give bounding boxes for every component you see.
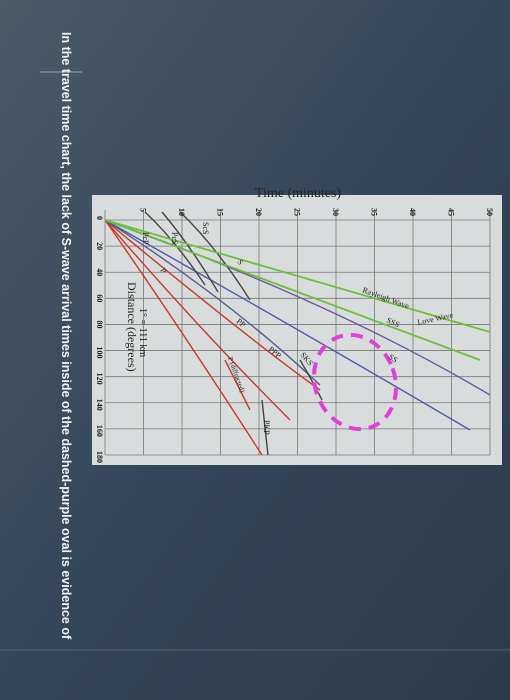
curve-p-diffracted xyxy=(224,359,251,411)
time-tick-label: 35 xyxy=(370,208,379,216)
tick-labels: 5 10 15 20 25 30 35 40 45 50 0 20 40 60 80 100 120 140 160… xyxy=(95,208,494,463)
curve-pcp xyxy=(144,211,206,286)
distance-tick-label: 160 xyxy=(95,425,104,437)
phase-label: S xyxy=(235,258,245,267)
curve-scs xyxy=(179,211,251,301)
phase-label: PcP xyxy=(141,232,150,245)
phase-label: P xyxy=(158,267,168,276)
curve-pkp xyxy=(261,399,269,456)
axis-label: Distance (degrees) xyxy=(125,282,139,372)
distance-tick-label: 0 xyxy=(95,216,104,220)
figure: Time (minutes) Distance (degrees) 1° = 1… xyxy=(92,186,502,465)
time-tick-label: 30 xyxy=(331,208,340,216)
time-tick-label: 25 xyxy=(293,208,302,216)
question-text: In the travel time chart, the lack of S-… xyxy=(59,32,73,640)
time-tick-label: 15 xyxy=(216,208,225,216)
curve-s xyxy=(104,219,321,386)
distance-tick-label: 120 xyxy=(95,373,104,385)
curves xyxy=(104,211,491,456)
distance-tick-label: 140 xyxy=(95,399,104,411)
distance-tick-label: 180 xyxy=(95,451,104,463)
distance-tick-label: 20 xyxy=(95,242,104,250)
time-tick-label: 20 xyxy=(254,208,263,216)
figure-title: Time (minutes) xyxy=(255,186,342,201)
curve-ss xyxy=(104,219,471,431)
phase-label: SS xyxy=(387,352,399,364)
time-tick-label: 45 xyxy=(447,208,456,216)
time-tick-label: 40 xyxy=(408,208,417,216)
curve-love xyxy=(104,219,491,333)
distance-tick-label: 40 xyxy=(95,268,104,276)
distance-tick-label: 60 xyxy=(95,294,104,302)
time-tick-label: 5 xyxy=(139,208,148,212)
curve-pp xyxy=(104,219,291,421)
curve-rayleigh xyxy=(104,219,481,361)
phase-label: PcS xyxy=(170,232,179,244)
phase-label: PKP xyxy=(262,420,271,435)
axis-note: 1° = 111 km xyxy=(137,308,148,357)
distance-tick-label: 100 xyxy=(95,347,104,359)
curve-p xyxy=(104,219,263,456)
curve-sks xyxy=(299,359,323,401)
curve-pcs xyxy=(161,211,219,293)
distance-tick-label: 80 xyxy=(95,320,104,328)
phase-label: ScS xyxy=(201,222,210,234)
curve-ppp xyxy=(104,219,321,391)
grid xyxy=(104,210,491,456)
dashed-oval xyxy=(311,332,399,432)
time-tick-label: 50 xyxy=(485,208,494,216)
time-tick-label: 10 xyxy=(177,208,186,216)
